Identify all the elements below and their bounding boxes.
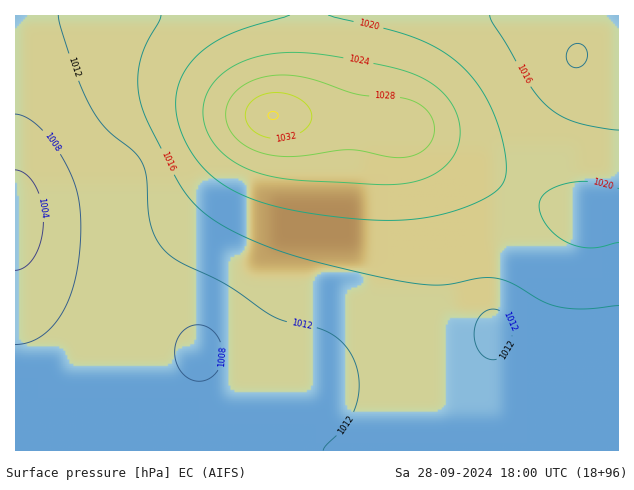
Text: 1016: 1016 [159,150,176,173]
Text: 1012: 1012 [66,56,81,78]
Text: 1020: 1020 [592,177,614,191]
Text: Sa 28-09-2024 18:00 UTC (18+96): Sa 28-09-2024 18:00 UTC (18+96) [395,467,628,480]
Text: 1008: 1008 [42,131,62,153]
Text: 1008: 1008 [217,345,228,368]
Text: 1016: 1016 [514,63,532,86]
Text: 1012: 1012 [337,413,356,436]
Text: Surface pressure [hPa] EC (AIFS): Surface pressure [hPa] EC (AIFS) [6,467,247,480]
Text: 1004: 1004 [37,196,48,219]
Text: 1012: 1012 [290,318,313,331]
Text: 1024: 1024 [347,54,370,67]
Text: 1032: 1032 [275,131,297,144]
Text: 1028: 1028 [374,92,396,101]
Text: 1012: 1012 [501,310,518,333]
Text: 1020: 1020 [357,18,380,31]
Text: 1012: 1012 [498,339,517,361]
